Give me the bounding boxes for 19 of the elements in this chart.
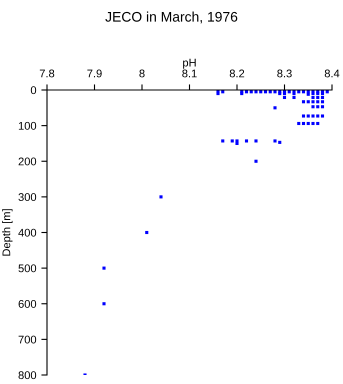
- y-tick-label: 600: [18, 300, 36, 308]
- y-tick-label: 400: [18, 228, 36, 237]
- y-tick-label: 0: [30, 86, 36, 94]
- y-tick-label: 200: [18, 158, 36, 166]
- y-tick-label: 500: [18, 264, 36, 272]
- x-tick-label: 7.8: [40, 70, 54, 78]
- y-tick-label: 800: [18, 371, 36, 380]
- x-tick-label: 8: [139, 70, 145, 78]
- x-tick-label: 8.2: [230, 70, 244, 78]
- x-tick-label: 8.4: [324, 70, 340, 78]
- y-tick-label: 700: [18, 336, 36, 344]
- chart-title: JECO in March, 1976: [105, 12, 238, 24]
- x-tick-label: 7.9: [87, 70, 102, 78]
- x-axis-title: pH: [183, 58, 196, 69]
- y-tick-label: 100: [18, 122, 36, 130]
- x-tick-label: 8.1: [182, 70, 197, 78]
- y-axis-title: Depth [m]: [2, 209, 12, 256]
- x-tick-label: 8.3: [277, 70, 292, 78]
- y-tick-label: 300: [18, 193, 36, 202]
